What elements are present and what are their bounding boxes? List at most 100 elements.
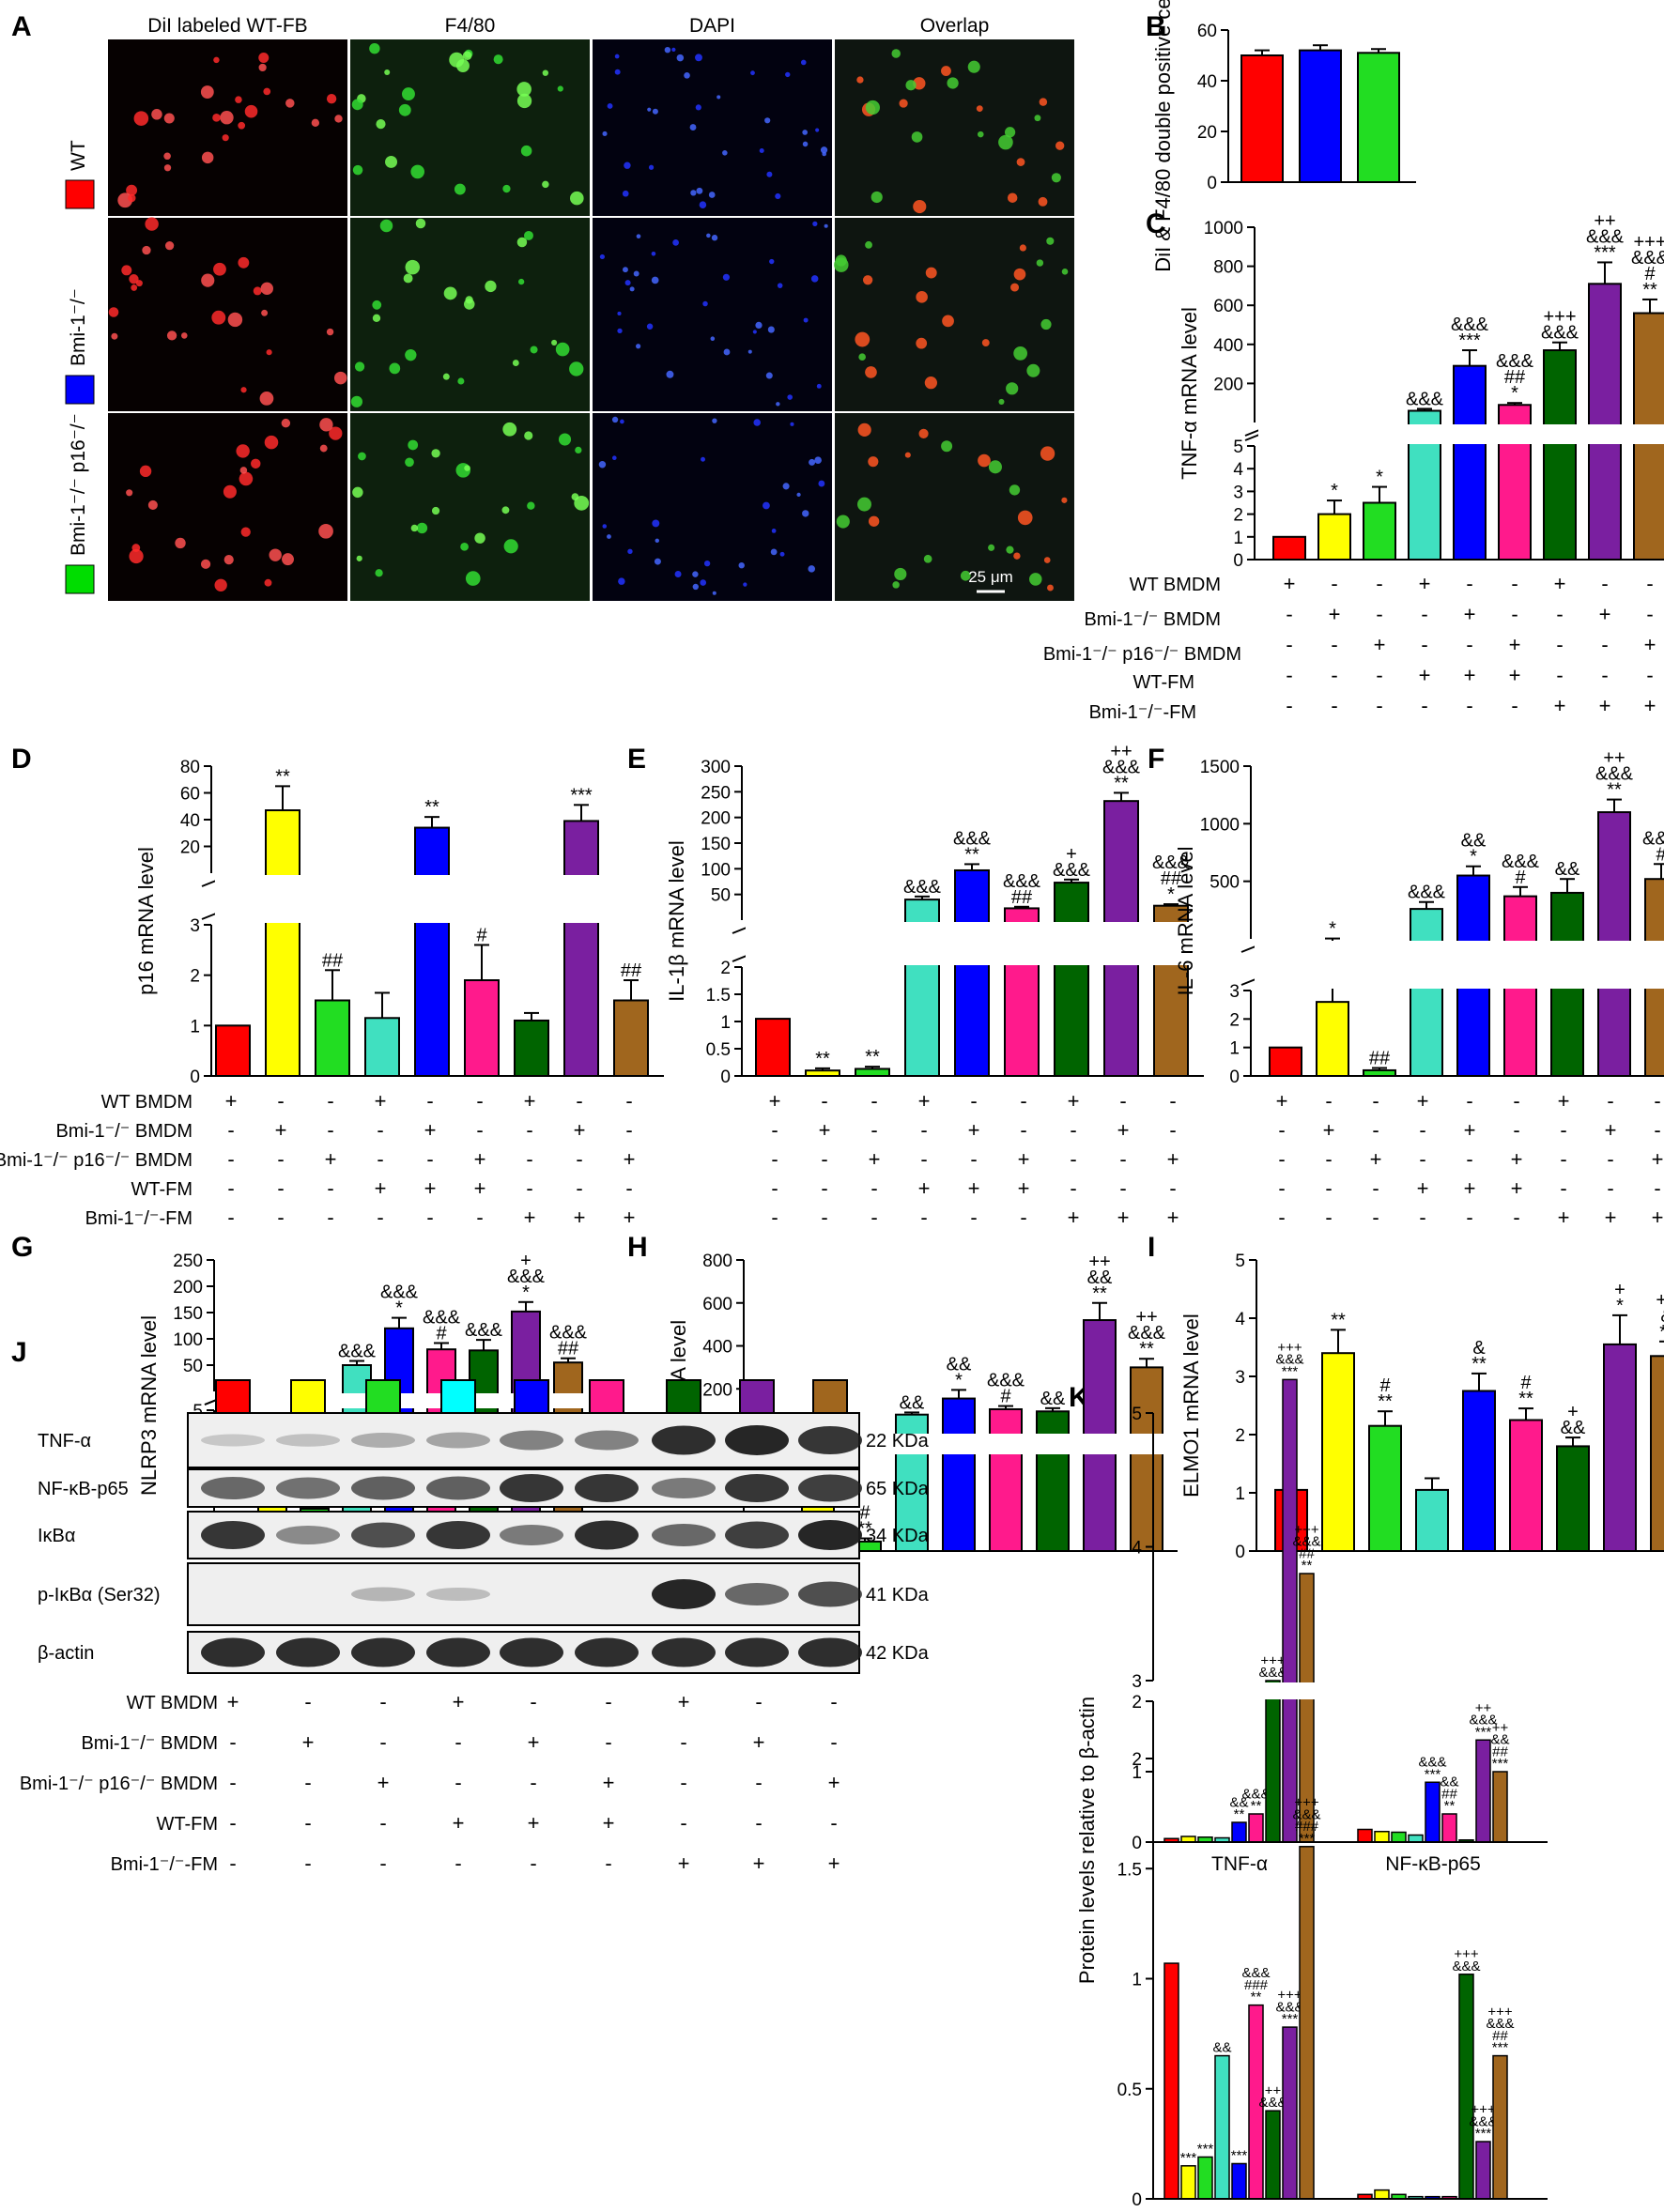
bar bbox=[1214, 2054, 1230, 2200]
significance-mark: ## bbox=[1492, 2028, 1508, 2044]
bar bbox=[215, 1024, 251, 1078]
blot-band bbox=[500, 1474, 563, 1502]
treatment-sign: - bbox=[229, 1730, 236, 1754]
treatment-sign: + bbox=[624, 1206, 636, 1229]
treatment-sign: - bbox=[227, 1118, 234, 1142]
significance-mark: ## bbox=[1011, 887, 1033, 908]
significance-mark: &&& bbox=[1595, 764, 1634, 785]
treatment-sign: + bbox=[1464, 1176, 1476, 1200]
treatment-row-label: WT-FM bbox=[156, 1814, 218, 1835]
cell-dot bbox=[614, 69, 621, 75]
treatment-sign: - bbox=[1511, 572, 1518, 595]
cell-dot bbox=[790, 422, 794, 426]
significance-mark: &&& bbox=[1469, 2113, 1497, 2129]
blot-band bbox=[652, 1478, 716, 1498]
cell-dot bbox=[408, 439, 419, 451]
cell-dot bbox=[108, 307, 119, 317]
treatment-sign: + bbox=[524, 1089, 536, 1113]
treatment-sign: - bbox=[426, 1147, 433, 1171]
cell-dot bbox=[627, 548, 633, 555]
cell-dot bbox=[599, 253, 606, 260]
cell-dot bbox=[785, 71, 791, 78]
treatment-sign: - bbox=[830, 1690, 837, 1713]
treatment-row-label: Bmi-1⁻/⁻-FM bbox=[111, 1854, 218, 1875]
treatment-sign: + bbox=[753, 1851, 765, 1875]
significance-mark: ++ bbox=[1492, 1720, 1509, 1736]
y-tick-label: 1.5 bbox=[706, 986, 731, 1006]
treatment-sign: - bbox=[1325, 1206, 1332, 1229]
treatment-sign: - bbox=[871, 1089, 877, 1113]
treatment-sign: - bbox=[1513, 1206, 1519, 1229]
cell-dot bbox=[617, 311, 622, 316]
blot-band bbox=[725, 1474, 789, 1502]
bar bbox=[364, 1017, 400, 1077]
significance-mark: &&& bbox=[1102, 757, 1141, 777]
cell-dot bbox=[858, 353, 866, 361]
treatment-sign: - bbox=[1286, 694, 1292, 717]
cell-dot bbox=[654, 558, 661, 565]
blot-row-label: NF-κB-p65 bbox=[38, 1479, 129, 1499]
significance-mark: &&& bbox=[1003, 871, 1041, 892]
treatment-sign: - bbox=[1286, 664, 1292, 687]
y-tick-label: 0 bbox=[720, 1068, 731, 1087]
blot-band bbox=[276, 1637, 340, 1667]
cell-dot bbox=[142, 245, 151, 255]
significance-mark: && bbox=[1212, 2040, 1231, 2056]
blot-band bbox=[798, 1637, 862, 1667]
treatment-sign: - bbox=[771, 1147, 778, 1171]
cell-dot bbox=[376, 119, 386, 130]
cell-dot bbox=[474, 532, 485, 544]
cell-dot bbox=[261, 309, 269, 316]
cell-dot bbox=[692, 571, 699, 577]
treatment-sign: + bbox=[1167, 1206, 1179, 1229]
y-tick-label: 150 bbox=[701, 835, 731, 854]
cell-dot bbox=[574, 495, 590, 511]
blot-band bbox=[276, 1477, 340, 1499]
treatment-sign: + bbox=[325, 1147, 337, 1171]
treatment-sign: + bbox=[1554, 694, 1566, 717]
significance-mark: + bbox=[1066, 844, 1077, 865]
significance-mark: *** bbox=[1458, 330, 1481, 351]
bar bbox=[1475, 2141, 1491, 2200]
cell-dot bbox=[200, 559, 211, 569]
y-tick-label: 4 bbox=[1233, 460, 1243, 480]
cell-dot bbox=[978, 131, 984, 138]
cell-dot bbox=[834, 257, 849, 272]
bar bbox=[1197, 2156, 1213, 2200]
y-tick-label: 80 bbox=[180, 758, 200, 777]
cell-dot bbox=[750, 70, 755, 76]
cell-dot bbox=[263, 87, 271, 96]
panel-letters: A BCD E FG H IJK bbox=[11, 11, 1166, 1413]
cell-dot bbox=[542, 69, 549, 76]
treatment-sign: + bbox=[753, 1730, 765, 1754]
treatment-sign: - bbox=[1376, 694, 1382, 717]
treatment-sign: + bbox=[1167, 1147, 1179, 1171]
treatment-sign: - bbox=[377, 1147, 383, 1171]
blot-band bbox=[725, 1425, 789, 1455]
cell-dot bbox=[602, 131, 608, 137]
cell-dot bbox=[607, 534, 611, 539]
treatment-sign: - bbox=[1654, 1118, 1660, 1142]
treatment-sign: + bbox=[574, 1118, 586, 1142]
blot-band bbox=[652, 1425, 716, 1455]
cell-dot bbox=[636, 234, 641, 239]
blot-band bbox=[725, 1637, 789, 1667]
cell-dot bbox=[696, 187, 703, 194]
cell-dot bbox=[916, 337, 928, 349]
cell-dot bbox=[803, 317, 809, 323]
treatment-sign: + bbox=[375, 1176, 387, 1200]
cell-dot bbox=[777, 283, 783, 288]
significance-mark: &&& bbox=[987, 1371, 1025, 1391]
cell-dot bbox=[464, 465, 470, 471]
treatment-sign: - bbox=[1466, 1147, 1472, 1171]
significance-mark: &&& bbox=[1586, 226, 1625, 247]
blot-band bbox=[276, 1434, 340, 1447]
cell-dot bbox=[145, 217, 159, 231]
y-tick-label: 800 bbox=[1213, 258, 1243, 278]
cell-dot bbox=[1017, 510, 1033, 526]
treatment-sign: + bbox=[225, 1089, 238, 1113]
lane-color-key bbox=[589, 1379, 624, 1415]
treatment-row-label: Bmi-1⁻/⁻ BMDM bbox=[1084, 609, 1221, 630]
treatment-sign: + bbox=[375, 1089, 387, 1113]
treatment-sign: - bbox=[426, 1206, 433, 1229]
